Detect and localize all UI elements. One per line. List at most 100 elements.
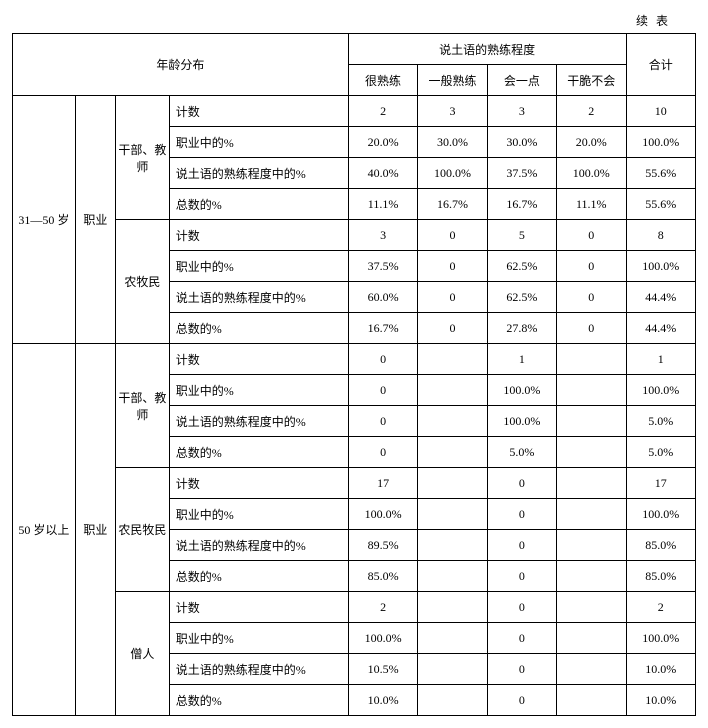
value-cell: 0: [557, 282, 626, 313]
value-cell: 62.5%: [487, 282, 556, 313]
total-cell: 100.0%: [626, 499, 696, 530]
table-body: 31—50 岁职业干部、教师计数233210职业中的%20.0%30.0%30.…: [13, 96, 696, 716]
metric-label-cell: 说土语的熟练程度中的%: [169, 654, 348, 685]
total-cell: 100.0%: [626, 623, 696, 654]
table-row: 50 岁以上职业干部、教师计数011: [13, 344, 696, 375]
metric-label-cell: 总数的%: [169, 685, 348, 716]
total-cell: 100.0%: [626, 251, 696, 282]
header-age-dist: 年龄分布: [13, 34, 349, 96]
metric-label-cell: 总数的%: [169, 437, 348, 468]
value-cell: [557, 530, 626, 561]
value-cell: 0: [487, 654, 556, 685]
metric-label-cell: 总数的%: [169, 189, 348, 220]
value-cell: 0: [348, 437, 417, 468]
value-cell: 10.5%: [348, 654, 417, 685]
value-cell: [557, 654, 626, 685]
value-cell: 16.7%: [418, 189, 487, 220]
value-cell: [418, 375, 487, 406]
value-cell: 0: [348, 406, 417, 437]
occupation-cell: 僧人: [115, 592, 169, 716]
total-cell: 8: [626, 220, 696, 251]
value-cell: 100.0%: [557, 158, 626, 189]
total-cell: 55.6%: [626, 158, 696, 189]
total-cell: 55.6%: [626, 189, 696, 220]
metric-label-cell: 计数: [169, 592, 348, 623]
metric-label-cell: 职业中的%: [169, 251, 348, 282]
occupation-group-cell: 职业: [75, 344, 115, 716]
value-cell: 89.5%: [348, 530, 417, 561]
total-cell: 5.0%: [626, 437, 696, 468]
value-cell: 37.5%: [487, 158, 556, 189]
header-level-1: 一般熟练: [418, 65, 487, 96]
total-cell: 10.0%: [626, 654, 696, 685]
value-cell: [418, 654, 487, 685]
value-cell: [557, 375, 626, 406]
metric-label-cell: 计数: [169, 220, 348, 251]
value-cell: 2: [348, 592, 417, 623]
value-cell: 2: [557, 96, 626, 127]
value-cell: 27.8%: [487, 313, 556, 344]
value-cell: 30.0%: [487, 127, 556, 158]
value-cell: [557, 344, 626, 375]
metric-label-cell: 计数: [169, 468, 348, 499]
occupation-cell: 农牧民: [115, 220, 169, 344]
value-cell: 0: [487, 561, 556, 592]
value-cell: 17: [348, 468, 417, 499]
value-cell: [557, 623, 626, 654]
value-cell: 0: [487, 530, 556, 561]
total-cell: 85.0%: [626, 561, 696, 592]
value-cell: [418, 623, 487, 654]
total-cell: 44.4%: [626, 313, 696, 344]
metric-label-cell: 说土语的熟练程度中的%: [169, 530, 348, 561]
occupation-cell: 干部、教师: [115, 344, 169, 468]
total-cell: 44.4%: [626, 282, 696, 313]
value-cell: [418, 685, 487, 716]
metric-label-cell: 职业中的%: [169, 623, 348, 654]
metric-label-cell: 说土语的熟练程度中的%: [169, 282, 348, 313]
value-cell: 60.0%: [348, 282, 417, 313]
occupation-cell: 农民牧民: [115, 468, 169, 592]
header-level-2: 会一点: [487, 65, 556, 96]
occupation-cell: 干部、教师: [115, 96, 169, 220]
metric-label-cell: 职业中的%: [169, 127, 348, 158]
value-cell: 40.0%: [348, 158, 417, 189]
value-cell: [418, 530, 487, 561]
total-cell: 10: [626, 96, 696, 127]
value-cell: 30.0%: [418, 127, 487, 158]
header-level-3: 干脆不会: [557, 65, 626, 96]
total-cell: 85.0%: [626, 530, 696, 561]
value-cell: 0: [418, 313, 487, 344]
value-cell: 16.7%: [487, 189, 556, 220]
value-cell: 3: [418, 96, 487, 127]
value-cell: [557, 685, 626, 716]
value-cell: 85.0%: [348, 561, 417, 592]
value-cell: 37.5%: [348, 251, 417, 282]
age-group-cell: 50 岁以上: [13, 344, 76, 716]
total-cell: 100.0%: [626, 375, 696, 406]
value-cell: 0: [418, 220, 487, 251]
table-row: 农民牧民计数17017: [13, 468, 696, 499]
total-cell: 100.0%: [626, 127, 696, 158]
value-cell: 62.5%: [487, 251, 556, 282]
value-cell: 5.0%: [487, 437, 556, 468]
value-cell: [418, 468, 487, 499]
value-cell: 0: [418, 282, 487, 313]
value-cell: 2: [348, 96, 417, 127]
value-cell: [557, 468, 626, 499]
value-cell: 5: [487, 220, 556, 251]
value-cell: 10.0%: [348, 685, 417, 716]
value-cell: [418, 499, 487, 530]
value-cell: [557, 406, 626, 437]
value-cell: [557, 561, 626, 592]
value-cell: 100.0%: [487, 375, 556, 406]
total-cell: 5.0%: [626, 406, 696, 437]
value-cell: 100.0%: [418, 158, 487, 189]
total-cell: 17: [626, 468, 696, 499]
value-cell: [418, 437, 487, 468]
table-header: 年龄分布 说土语的熟练程度 合计 很熟练 一般熟练 会一点 干脆不会: [13, 34, 696, 96]
value-cell: 0: [487, 592, 556, 623]
metric-label-cell: 总数的%: [169, 313, 348, 344]
value-cell: 0: [487, 499, 556, 530]
value-cell: [418, 561, 487, 592]
value-cell: 20.0%: [557, 127, 626, 158]
